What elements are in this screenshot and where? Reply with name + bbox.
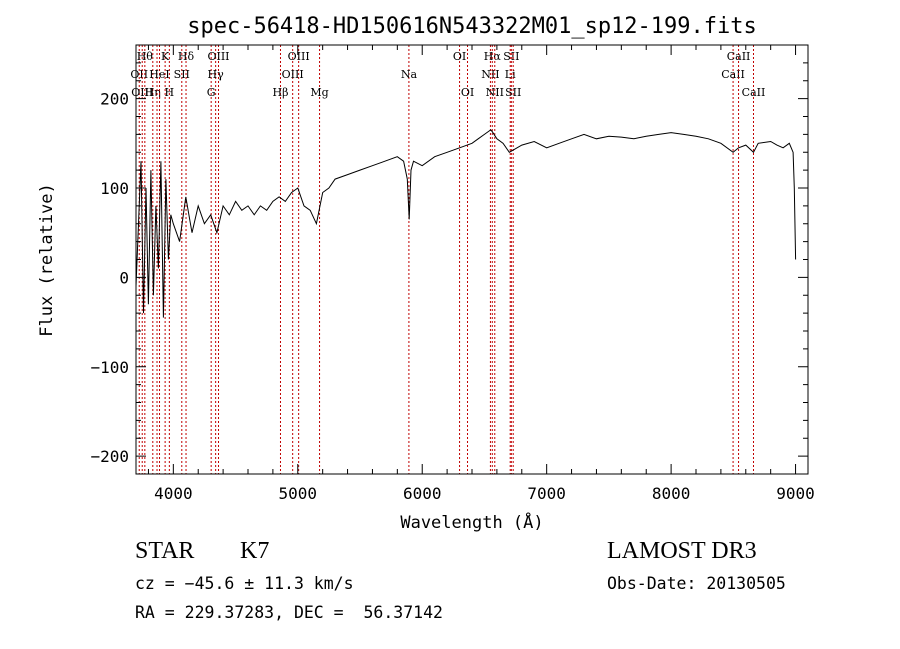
line-label-19: OI (461, 86, 474, 99)
line-label-26: CaII (721, 68, 745, 81)
line-label-11: Hγ (208, 68, 225, 81)
line-label-0: OII (130, 68, 148, 81)
line-label-2: Hθ (137, 50, 154, 63)
line-label-20: NII (481, 68, 499, 81)
line-label-16: Mg (310, 86, 328, 99)
y-tick-label-0: 0 (119, 268, 129, 287)
line-label-18: OI (453, 50, 466, 63)
line-label-10: G (207, 86, 216, 99)
y-tick-label-200: 200 (100, 90, 129, 109)
y-axis-label: Flux (relative) (37, 183, 57, 337)
line-label-24: SII (503, 50, 519, 63)
line-label-5: HeI (149, 68, 169, 81)
line-label-22: NII (486, 86, 504, 99)
obs-date: Obs-Date: 20130505 (607, 574, 786, 593)
x-tick-label-7000: 7000 (527, 484, 566, 503)
redshift-readout: cz = −45.6 ± 11.3 km/s (135, 574, 354, 593)
spectrum-chart: spec-56418-HD150616N543322M01_sp12-199.f… (37, 14, 815, 533)
y-axis: −200 −100 0 100 200 (90, 62, 808, 466)
x-tick-label-5000: 5000 (279, 484, 318, 503)
line-label-12: OIII (207, 50, 229, 63)
spectrum-line (135, 129, 797, 318)
line-label-6: K (161, 50, 170, 63)
line-label-7: H (165, 86, 175, 99)
line-label-15: OIII (288, 50, 310, 63)
line-label-13: Hβ (273, 86, 289, 99)
line-label-21: Hα (484, 50, 502, 63)
coordinates-readout: RA = 229.37283, DEC = 56.37142 (135, 603, 443, 622)
plot-frame (135, 44, 809, 475)
line-label-8: SII (174, 68, 190, 81)
survey-name: LAMOST DR3 (607, 538, 757, 564)
line-label-23: Li (505, 68, 516, 81)
x-axis: 4000 5000 6000 7000 8000 9000 (147, 45, 815, 503)
line-label-17: Na (401, 68, 418, 81)
line-label-1: OIII (131, 86, 153, 99)
chart-title: spec-56418-HD150616N543322M01_sp12-199.f… (187, 14, 757, 39)
x-tick-label-6000: 6000 (403, 484, 442, 503)
y-tick-label--200: −200 (90, 447, 129, 466)
x-axis-label: Wavelength (Å) (400, 511, 543, 533)
line-label-3: Hη (145, 86, 161, 99)
object-subclass: K7 (240, 538, 270, 564)
line-label-27: CaII (727, 50, 751, 63)
y-tick-label-100: 100 (100, 179, 129, 198)
line-label-9: Hδ (178, 50, 195, 63)
spectral-line-markers: OII OIII Hθ Hη HeI K H SII Hδ G Hγ OIII Hβ OIII OIII Mg… (130, 45, 765, 474)
x-tick-label-4000: 4000 (154, 484, 193, 503)
y-tick-label--100: −100 (90, 358, 129, 377)
line-label-28: CaII (742, 86, 766, 99)
x-tick-label-8000: 8000 (652, 484, 691, 503)
object-class: STAR (135, 538, 195, 564)
line-label-25: SII (505, 86, 521, 99)
line-label-14: OIII (282, 68, 304, 81)
x-tick-label-9000: 9000 (776, 484, 815, 503)
